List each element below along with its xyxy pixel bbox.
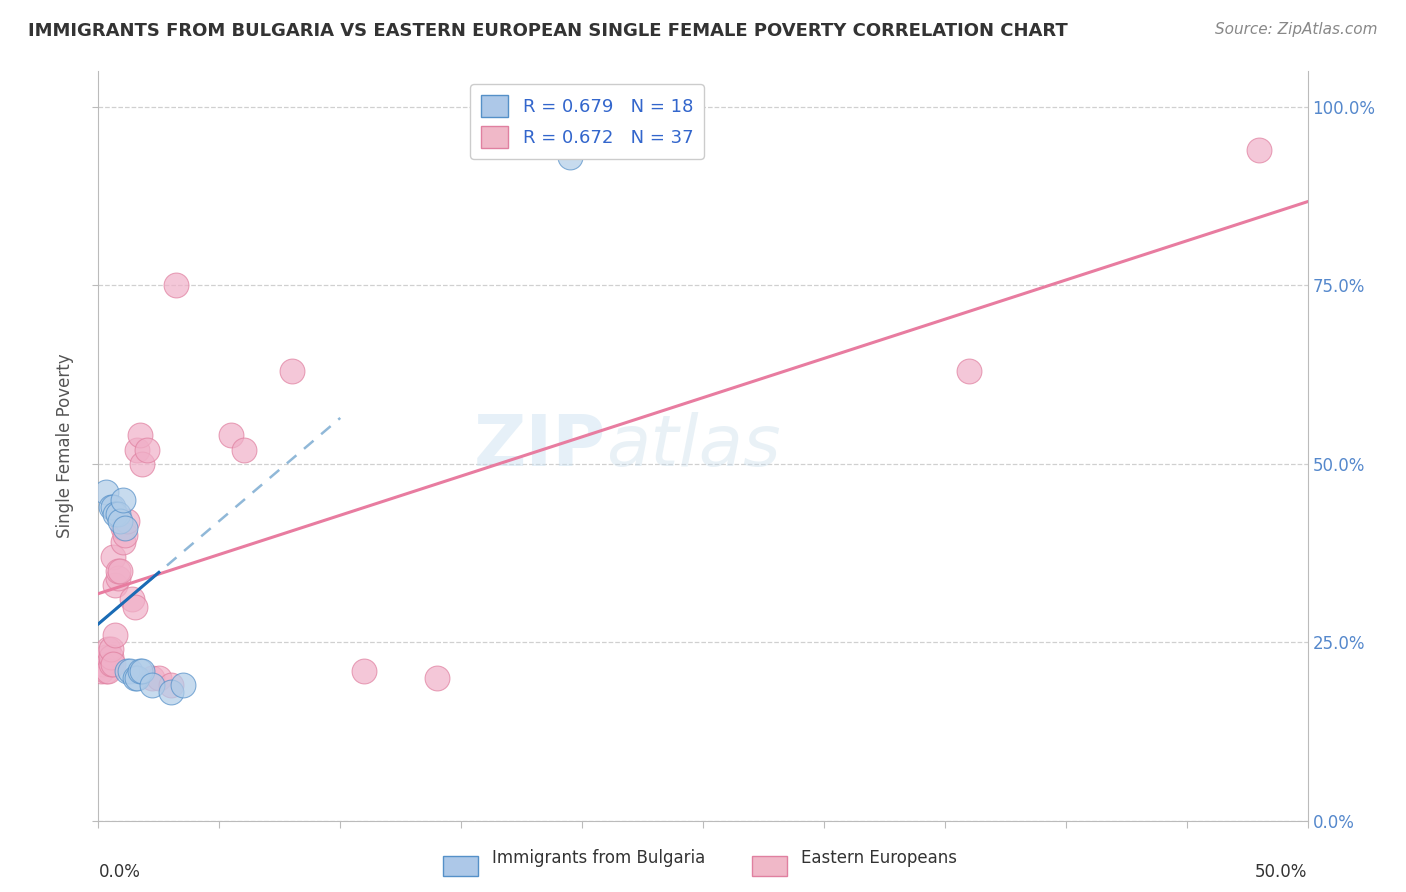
Point — [104, 628, 127, 642]
Point — [101, 549, 124, 564]
Point — [124, 599, 146, 614]
Point — [97, 664, 120, 678]
Point — [1249, 143, 1271, 157]
Text: 50.0%: 50.0% — [1256, 863, 1308, 881]
Point — [221, 428, 243, 442]
Point — [100, 500, 122, 514]
Point — [232, 442, 254, 457]
Point — [127, 671, 149, 685]
Point — [141, 678, 163, 692]
Point — [131, 457, 153, 471]
Point — [117, 514, 139, 528]
Point — [172, 678, 194, 692]
Point — [131, 664, 153, 678]
Point — [124, 671, 146, 685]
Point — [100, 649, 122, 664]
Text: 0.0%: 0.0% — [98, 863, 141, 881]
Text: atlas: atlas — [606, 411, 780, 481]
Point — [160, 685, 183, 699]
Point — [97, 642, 120, 657]
Legend: R = 0.679   N = 18, R = 0.672   N = 37: R = 0.679 N = 18, R = 0.672 N = 37 — [470, 84, 704, 159]
Point — [141, 671, 163, 685]
Point — [94, 664, 117, 678]
Point — [135, 442, 157, 457]
Point — [117, 664, 139, 678]
Point — [281, 364, 304, 378]
Text: Eastern Europeans: Eastern Europeans — [801, 849, 957, 867]
Point — [94, 649, 117, 664]
Point — [353, 664, 375, 678]
Y-axis label: Single Female Poverty: Single Female Poverty — [56, 354, 75, 538]
Point — [957, 364, 980, 378]
Point — [107, 564, 129, 578]
Point — [114, 528, 136, 542]
Point — [107, 571, 129, 585]
Point — [100, 657, 122, 671]
Text: Source: ZipAtlas.com: Source: ZipAtlas.com — [1215, 22, 1378, 37]
Point — [111, 535, 134, 549]
Text: IMMIGRANTS FROM BULGARIA VS EASTERN EUROPEAN SINGLE FEMALE POVERTY CORRELATION C: IMMIGRANTS FROM BULGARIA VS EASTERN EURO… — [28, 22, 1069, 40]
Point — [111, 492, 134, 507]
Point — [101, 500, 124, 514]
Point — [94, 485, 117, 500]
Point — [160, 678, 183, 692]
Point — [121, 592, 143, 607]
Text: ZIP: ZIP — [474, 411, 606, 481]
Point — [108, 514, 131, 528]
Point — [148, 671, 170, 685]
Point — [111, 521, 134, 535]
Point — [118, 664, 141, 678]
Point — [104, 578, 127, 592]
Point — [107, 507, 129, 521]
Point — [114, 521, 136, 535]
Point — [100, 642, 122, 657]
Point — [165, 278, 187, 293]
Point — [101, 657, 124, 671]
Point — [127, 442, 149, 457]
Text: Immigrants from Bulgaria: Immigrants from Bulgaria — [492, 849, 706, 867]
Point — [128, 428, 150, 442]
Point — [108, 564, 131, 578]
Point — [426, 671, 449, 685]
Point — [90, 664, 112, 678]
Point — [128, 664, 150, 678]
Point — [104, 507, 127, 521]
Point — [91, 657, 114, 671]
Point — [558, 150, 581, 164]
